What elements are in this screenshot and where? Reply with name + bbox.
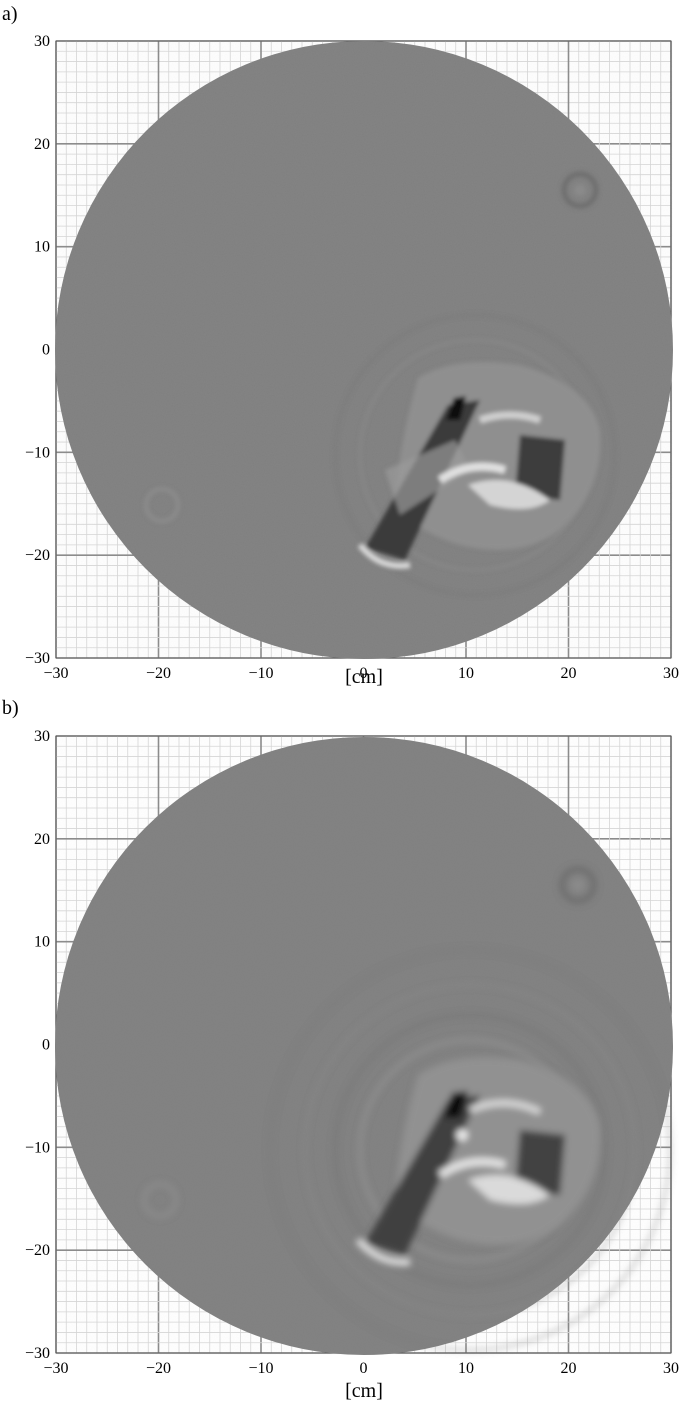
x-tick-label: −20 [146,665,171,682]
y-tick-label: 0 [42,1037,50,1054]
x-tick-label: −30 [43,1360,68,1377]
x-tick-label: −10 [248,1360,273,1377]
x-tick-label: 30 [663,665,679,682]
x-tick-label: 0 [360,665,368,682]
y-tick-label: −10 [25,444,50,461]
y-tick-label: 0 [42,342,50,359]
x-tick-label: −20 [146,1360,171,1377]
y-axis-ticks: 30 20 10 0 −10 −20 −30 [25,33,50,667]
y-tick-label: 30 [34,728,50,745]
y-tick-label: 10 [34,239,50,256]
panel-label: a) [2,3,18,25]
panel-a: a) [2,3,679,688]
y-tick-label: −30 [25,1345,50,1362]
y-tick-label: −10 [25,1139,50,1156]
x-axis-title: [cm] [345,666,383,688]
x-tick-label: 30 [663,1360,679,1377]
y-tick-label: 20 [34,831,50,848]
reconstruction-image [55,737,673,1355]
y-tick-label: −30 [25,650,50,667]
y-tick-label: −20 [25,547,50,564]
x-tick-label: 20 [561,1360,577,1377]
reconstruction-image [55,41,673,659]
x-tick-label: 10 [458,1360,474,1377]
x-axis-ticks: −30 −20 −10 0 10 20 30 [43,665,679,682]
x-tick-label: 0 [360,1360,368,1377]
panel-label: b) [2,697,19,719]
x-tick-label: −30 [43,665,68,682]
x-axis-ticks: −30 −20 −10 0 10 20 30 [43,1360,679,1377]
y-axis-ticks: 30 20 10 0 −10 −20 −30 [25,728,50,1362]
x-tick-label: −10 [248,665,273,682]
panel-b: b) [2,697,679,1402]
x-tick-label: 20 [561,665,577,682]
y-tick-label: −20 [25,1242,50,1259]
x-tick-label: 10 [458,665,474,682]
y-tick-label: 10 [34,934,50,951]
x-axis-title: [cm] [345,1380,383,1402]
y-tick-label: 20 [34,136,50,153]
y-tick-label: 30 [34,33,50,50]
